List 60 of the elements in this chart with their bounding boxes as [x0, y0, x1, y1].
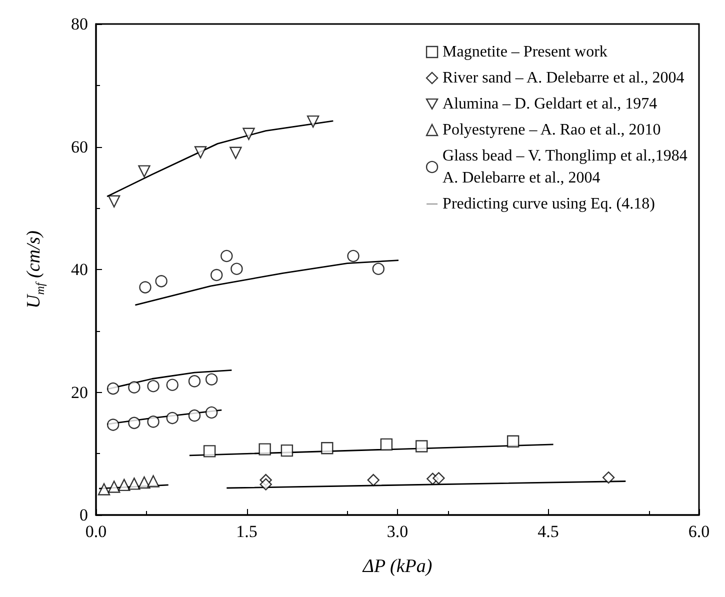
- point: [230, 262, 243, 275]
- point: [367, 474, 380, 486]
- point: [108, 480, 120, 493]
- point: [128, 416, 140, 430]
- point: [128, 381, 140, 394]
- point: [416, 440, 428, 452]
- x-tick-label: 3.0: [386, 522, 408, 541]
- point: [188, 409, 201, 422]
- point: [258, 443, 271, 456]
- point: [106, 382, 120, 395]
- point: [242, 128, 255, 140]
- y-tick-label: 40: [71, 260, 88, 279]
- point: [280, 444, 294, 457]
- point: [166, 378, 178, 391]
- point: [147, 380, 160, 392]
- legend-label: Predicting curve using Eq. (4.18): [442, 196, 655, 212]
- point: [138, 476, 150, 489]
- point: [194, 146, 207, 158]
- point: [506, 435, 520, 448]
- point: [306, 115, 320, 128]
- x-tick-label: 4.5: [538, 522, 559, 541]
- point: [128, 478, 140, 490]
- legend-label: Glass bead – V. Thonglimp et al.,1984 A. Delebarre et al., 2004: [442, 148, 688, 186]
- point: [203, 445, 216, 458]
- point: [155, 275, 168, 288]
- point: [147, 475, 160, 488]
- point: [210, 268, 223, 282]
- legend-label: Magnetite – Present work: [442, 44, 608, 60]
- y-axis-title: Umf (cm/s): [24, 230, 47, 308]
- point: [205, 406, 218, 419]
- point: [98, 483, 110, 496]
- point: [188, 375, 201, 388]
- legend-label: Alumina – D. Geldart et al., 1974: [442, 96, 658, 112]
- point: [106, 418, 120, 431]
- point: [108, 195, 120, 208]
- point: [321, 442, 334, 454]
- point: [118, 478, 130, 492]
- x-tick-label: 1.5: [236, 522, 258, 541]
- y-tick-label: 80: [71, 14, 88, 34]
- y-tick-label: 60: [71, 137, 88, 156]
- legend-label: Polyestyrene – A. Rao et al., 2010: [442, 122, 661, 138]
- point: [220, 250, 233, 262]
- point: [432, 472, 445, 484]
- point: [602, 471, 615, 484]
- point: [260, 478, 272, 490]
- point: [166, 412, 178, 424]
- x-axis-title: ΔP (kPa): [362, 556, 432, 577]
- x-tick-label: 0.0: [85, 522, 107, 541]
- point: [139, 281, 152, 294]
- point: [372, 262, 385, 275]
- point: [138, 165, 150, 178]
- legend-label: River sand – A. Delebarre et al., 2004: [442, 70, 684, 86]
- point: [380, 438, 393, 451]
- y-tick-label: 20: [71, 382, 88, 402]
- point: [230, 146, 242, 159]
- y-tick-label: 0: [80, 506, 88, 524]
- x-tick-label: 6.0: [688, 522, 710, 541]
- point: [347, 250, 360, 262]
- point: [205, 373, 218, 386]
- point: [147, 416, 160, 428]
